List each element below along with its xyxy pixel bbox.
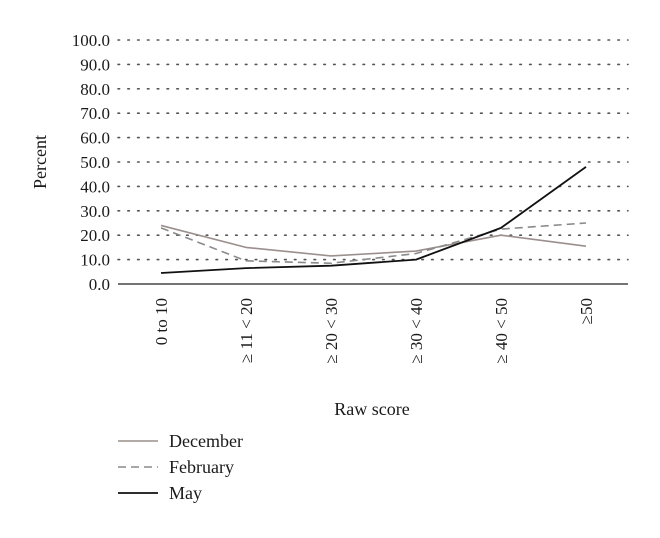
y-axis: 0.0 10.0 20.0 30.0 40.0 50.0 60.0 70.0 80.0 90.0 1… — [72, 31, 110, 294]
x-tick-label: ≥ 40 < 50 — [492, 298, 511, 364]
y-axis-title: Percent — [30, 135, 50, 189]
x-tick-label: ≥50 — [577, 298, 596, 324]
y-tick-label: 60.0 — [80, 129, 110, 148]
y-tick-label: 10.0 — [80, 251, 110, 270]
y-tick-label: 80.0 — [80, 80, 110, 99]
y-tick-label: 100.0 — [72, 31, 110, 50]
legend: December February May — [118, 431, 243, 503]
series-line-february — [160, 222, 587, 265]
x-tick-label: ≥ 30 < 40 — [407, 298, 426, 364]
legend-label-february: February — [169, 457, 234, 477]
x-tick-label: ≥ 20 < 30 — [322, 298, 341, 364]
legend-label-may: May — [169, 483, 202, 503]
x-axis: 0 to 10 ≥ 11 < 20 ≥ 20 < 30 ≥ 30 < 40 ≥ 40 <… — [118, 283, 628, 364]
series-lines — [160, 166, 587, 274]
y-tick-label: 90.0 — [80, 55, 110, 74]
y-tick-label: 70.0 — [80, 104, 110, 123]
x-axis-title: Raw score — [334, 399, 409, 419]
x-tick-label: ≥ 11 < 20 — [237, 298, 256, 363]
legend-label-december: December — [169, 431, 243, 451]
series-line-december — [160, 224, 587, 257]
y-tick-label: 50.0 — [80, 153, 110, 172]
x-tick-label: 0 to 10 — [152, 298, 171, 345]
y-tick-label: 40.0 — [80, 177, 110, 196]
y-tick-label: 20.0 — [80, 226, 110, 245]
series-line-may — [160, 166, 587, 274]
gridlines — [117, 39, 629, 261]
y-tick-label: 30.0 — [80, 202, 110, 221]
y-tick-label: 0.0 — [89, 275, 110, 294]
